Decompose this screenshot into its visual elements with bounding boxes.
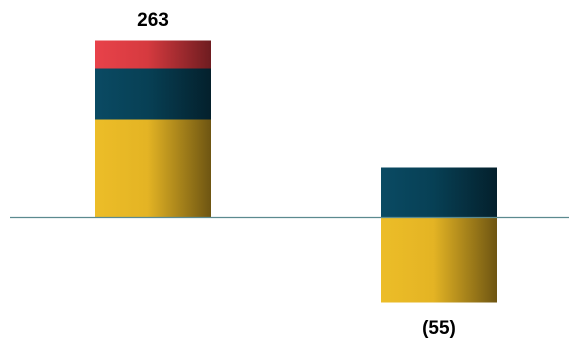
bars-layer [95,40,497,303]
bar-segment [95,68,211,120]
bar-segment [381,217,497,303]
bar-segment [95,40,211,69]
bar-total-label: 263 [137,10,169,31]
bar-segment [95,119,211,218]
bar-segment [381,167,497,218]
bar-total-label: (55) [422,318,456,339]
